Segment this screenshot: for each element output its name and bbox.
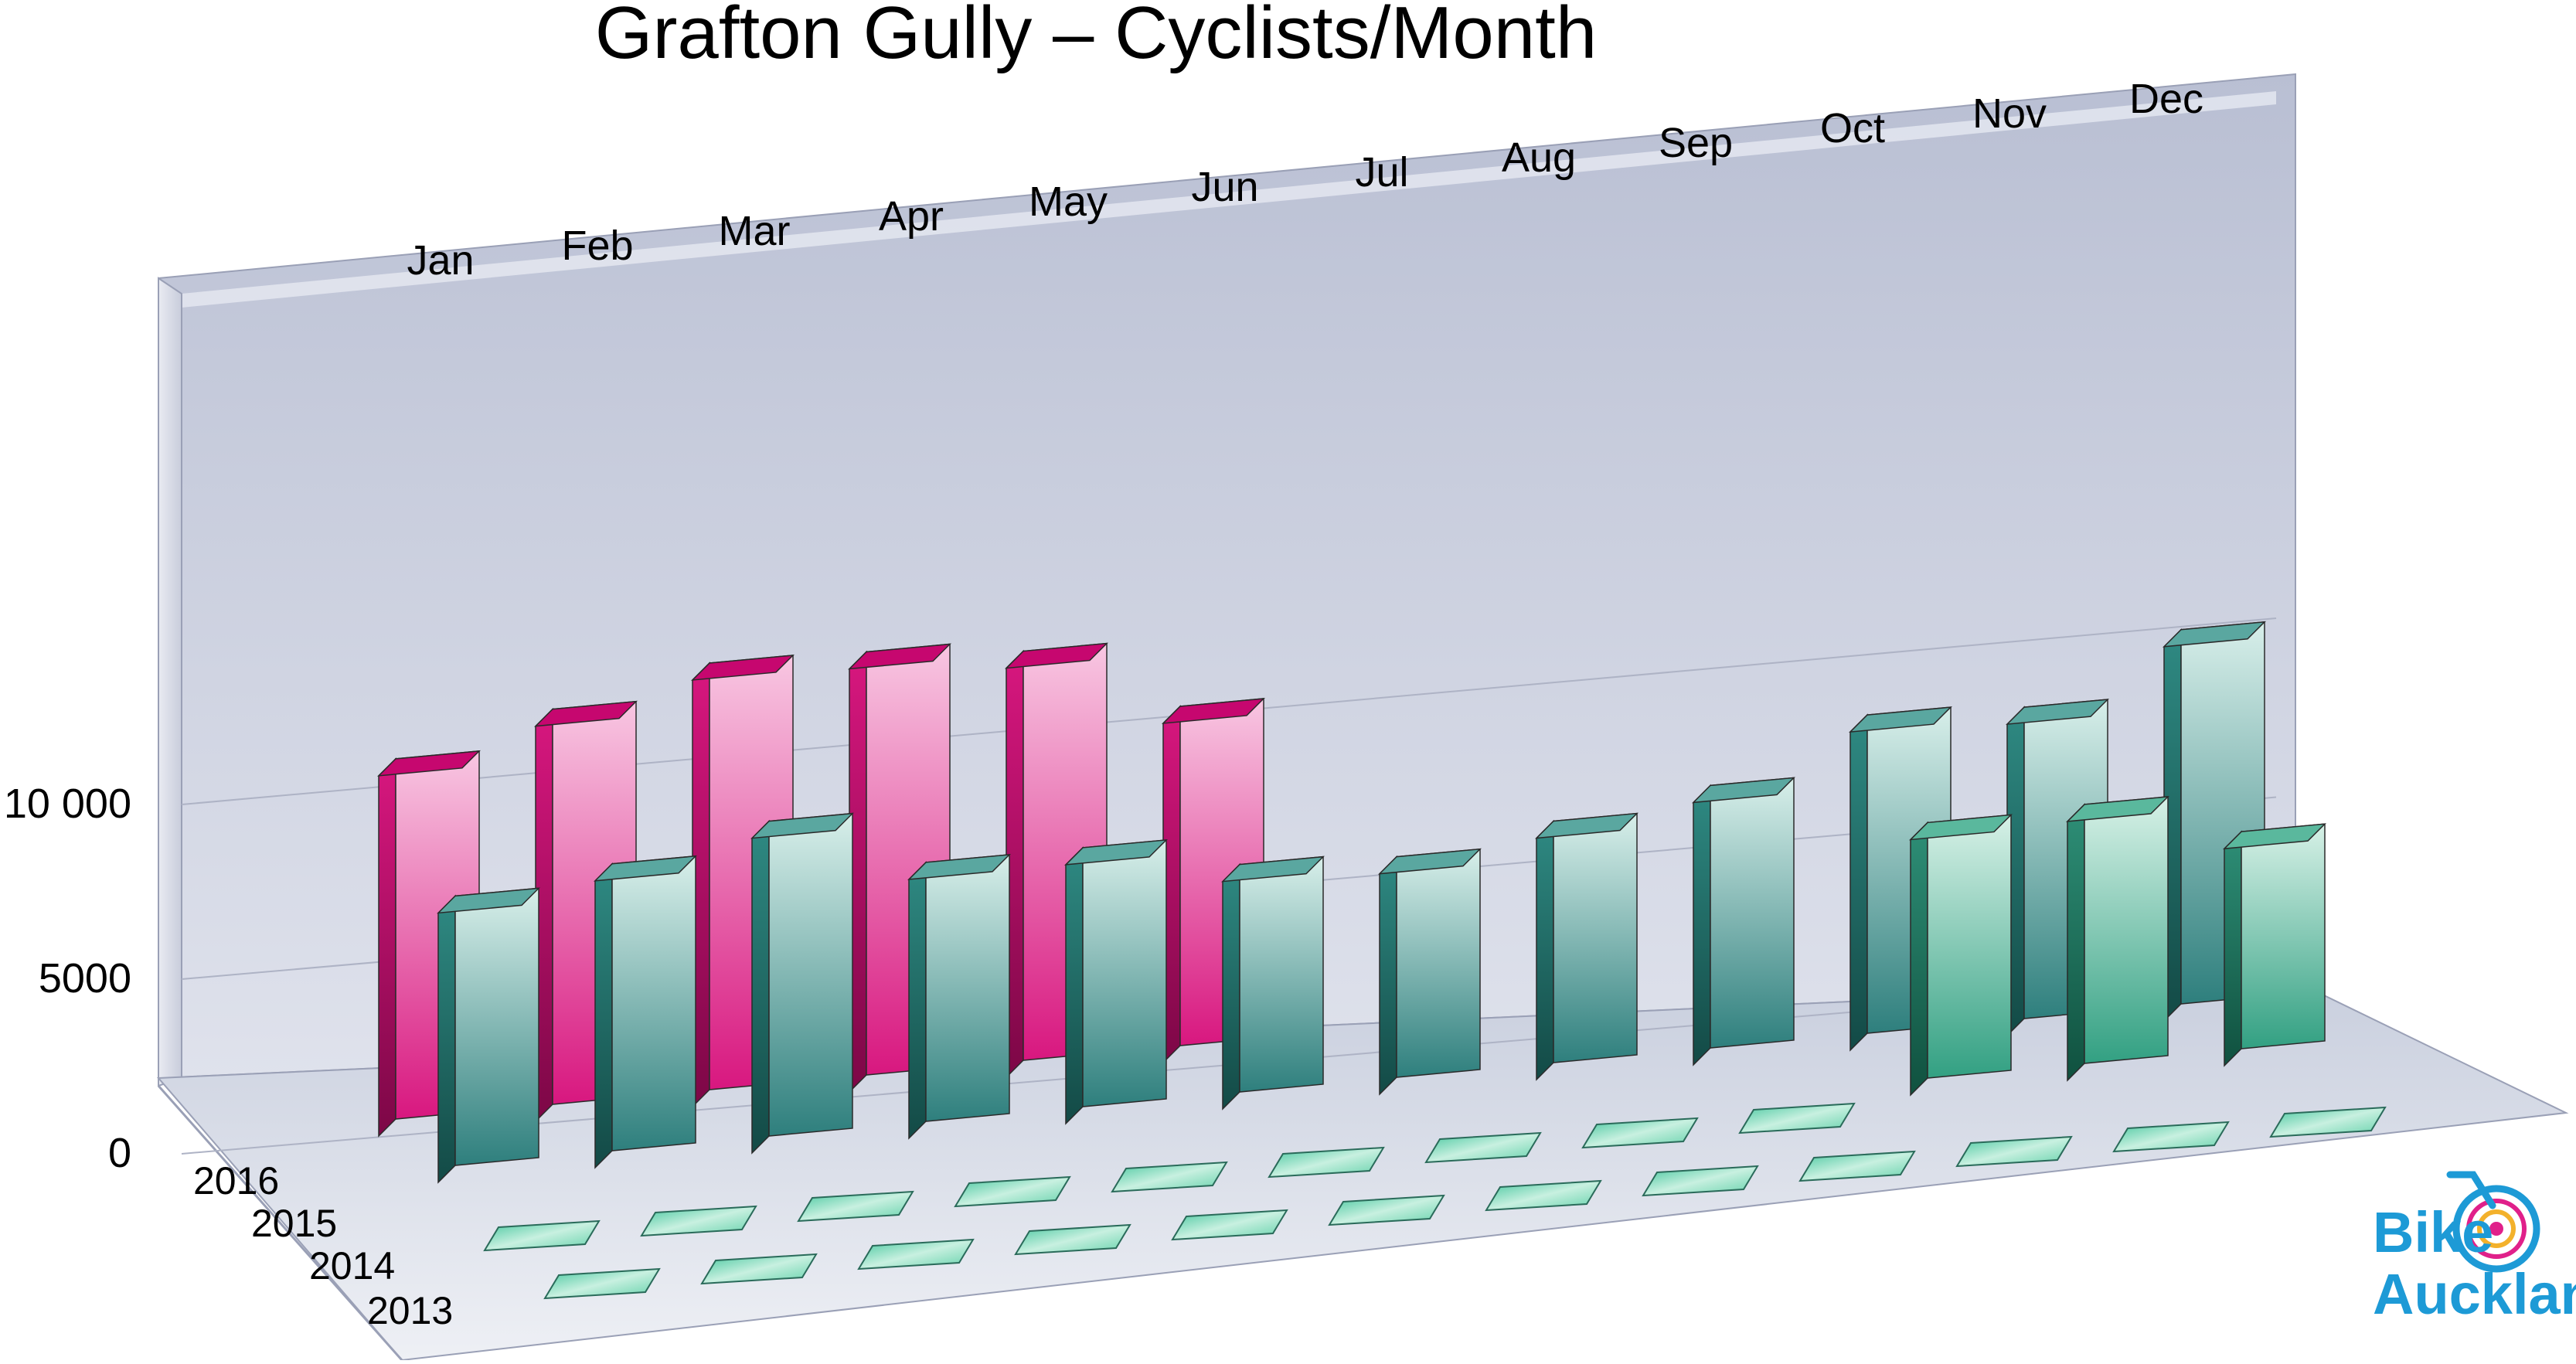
bars <box>377 621 2326 1184</box>
bar-2014-Sep-zero <box>1738 1102 1856 1134</box>
category-labels: Jan Feb Mar Apr May Jun Jul Aug Sep Oct Nov Dec <box>407 76 2203 284</box>
bar-2014-Dec <box>2223 823 2326 1067</box>
floor-edge <box>157 1085 403 1361</box>
bar-2014-Oct <box>1909 814 2013 1097</box>
bar-2013-Sep-zero <box>1798 1150 1916 1182</box>
bar-2013-Jan-zero <box>543 1267 661 1300</box>
bar-2015-Mar <box>750 812 854 1155</box>
bar-2015-Jan <box>437 887 540 1184</box>
bar-2014-Mar-zero <box>797 1190 914 1223</box>
bar-2015-Aug <box>1535 812 1638 1081</box>
chart-title: Grafton Gully – Cyclists/Month <box>595 0 1597 74</box>
category-label: Aug <box>1502 134 1576 181</box>
flat-markers <box>483 1102 2387 1300</box>
bar-2013-Aug-zero <box>1642 1165 1759 1197</box>
category-label: Mar <box>719 208 791 254</box>
bar-2014-Jun-zero <box>1268 1146 1385 1179</box>
depth-label: 2014 <box>309 1244 395 1287</box>
y-tick-label: 10 000 <box>4 781 131 827</box>
category-label: Feb <box>561 223 633 269</box>
category-label: Oct <box>1820 105 1885 151</box>
bar-2013-Nov-zero <box>2112 1121 2230 1153</box>
category-label: Nov <box>1972 90 2047 137</box>
logo-line-1: Bike <box>2373 1200 2493 1264</box>
bar-2013-Feb-zero <box>700 1253 818 1285</box>
bar-2013-Oct-zero <box>1955 1135 2073 1168</box>
bar-2015-Apr <box>907 853 1011 1140</box>
left-wall <box>158 277 182 1087</box>
y-axis-ticks: 0 5000 10 000 <box>4 781 131 1176</box>
bar-2015-May <box>1064 838 1168 1125</box>
category-label: May <box>1029 179 1108 225</box>
logo-wheel-icon <box>2452 1185 2540 1273</box>
category-label: Jan <box>407 237 474 284</box>
bar-2014-Aug-zero <box>1581 1117 1699 1149</box>
bar-2015-Jul <box>1378 848 1482 1096</box>
bar-2013-Mar-zero <box>857 1238 975 1270</box>
bar-2014-Apr-zero <box>954 1175 1071 1208</box>
bar-2013-May-zero <box>1171 1209 1288 1241</box>
y-tick-label: 0 <box>108 1130 131 1176</box>
category-label: Dec <box>2129 76 2203 122</box>
bar-2013-Jun-zero <box>1328 1194 1445 1226</box>
category-label: Jun <box>1191 164 1258 210</box>
depth-label: 2016 <box>193 1159 279 1202</box>
bar-2014-Jan-zero <box>483 1219 601 1252</box>
bar-2014-May-zero <box>1111 1161 1228 1193</box>
bar-2014-Nov <box>2066 795 2169 1082</box>
back-wall-bevel <box>182 91 2276 308</box>
bar-2014-Jul-zero <box>1424 1131 1542 1164</box>
bar-2013-Dec-zero <box>2269 1106 2387 1138</box>
category-label: Apr <box>879 193 944 240</box>
bike-auckland-logo: Bike Auckland <box>2373 1171 2576 1326</box>
depth-label: 2013 <box>367 1289 453 1332</box>
category-label: Sep <box>1659 120 1733 166</box>
bar-2015-Feb <box>594 855 697 1169</box>
y-tick-label: 5000 <box>39 955 131 1002</box>
logo-line-2: Auckland <box>2373 1262 2576 1326</box>
bar-2013-Jul-zero <box>1485 1179 1602 1212</box>
bar-2015-Jun <box>1221 855 1325 1111</box>
depth-label: 2015 <box>251 1202 337 1245</box>
bar-2014-Feb-zero <box>640 1205 757 1237</box>
category-label: Jul <box>1355 149 1408 196</box>
bar-2015-Sep <box>1692 777 1795 1066</box>
bar-2013-Apr-zero <box>1014 1223 1131 1256</box>
